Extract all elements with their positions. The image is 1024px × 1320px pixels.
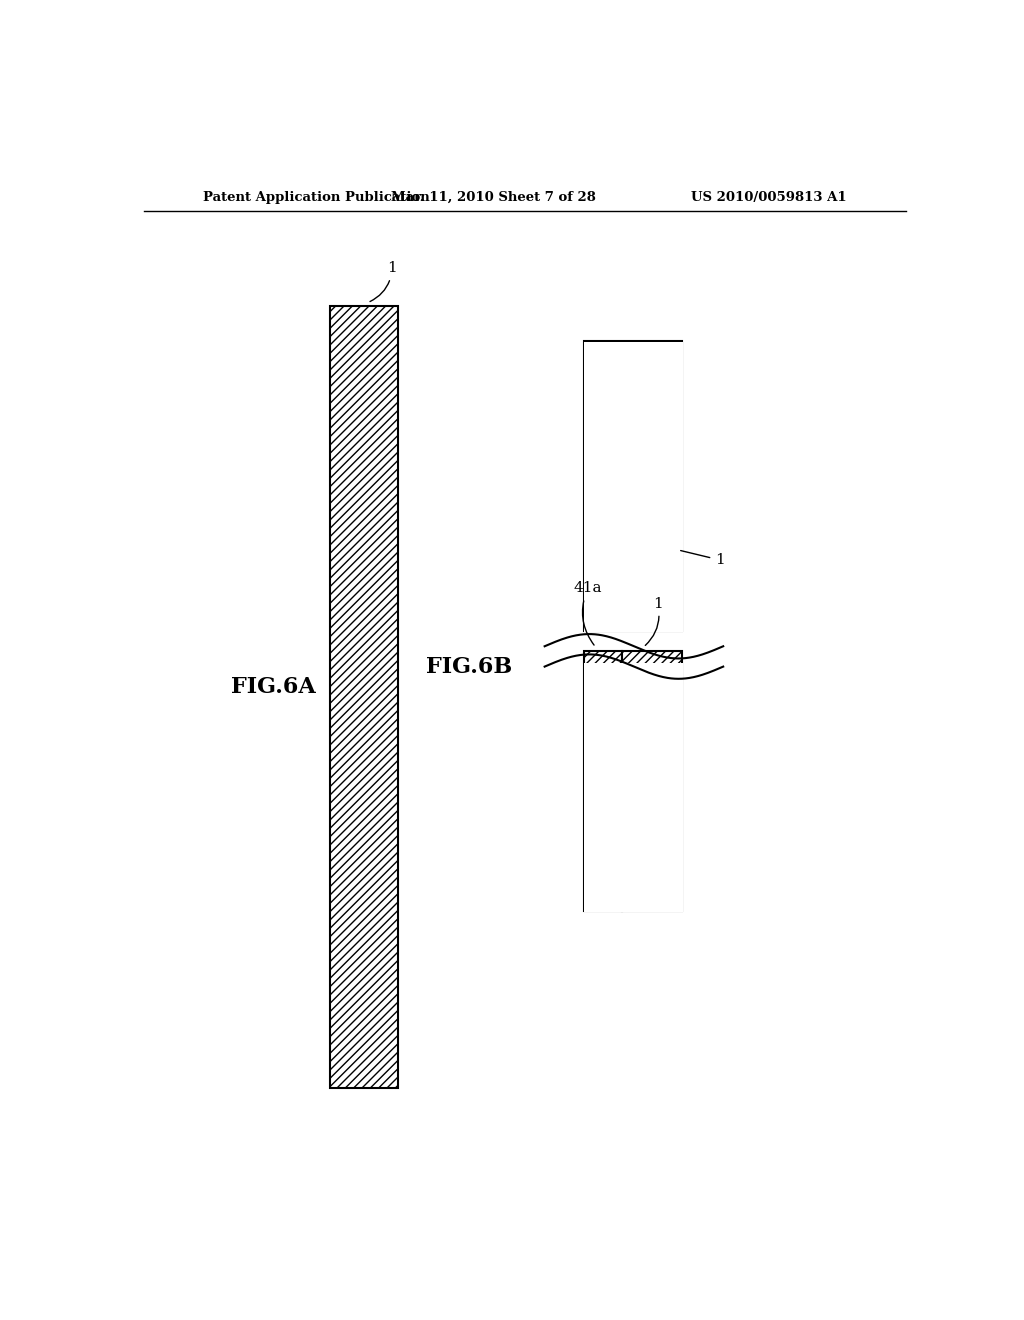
Text: US 2010/0059813 A1: US 2010/0059813 A1	[690, 190, 846, 203]
Text: 41a: 41a	[573, 581, 602, 645]
Text: Mar. 11, 2010 Sheet 7 of 28: Mar. 11, 2010 Sheet 7 of 28	[390, 190, 596, 203]
Text: FIG.6A: FIG.6A	[231, 676, 316, 698]
Text: 1: 1	[645, 597, 663, 645]
Bar	[585, 651, 623, 911]
Bar	[584, 663, 683, 912]
Text: 1: 1	[370, 261, 397, 301]
Text: 1: 1	[681, 550, 725, 568]
Text: Patent Application Publication: Patent Application Publication	[204, 190, 430, 203]
Bar	[331, 306, 398, 1089]
Bar	[585, 342, 682, 631]
Bar	[584, 342, 683, 632]
Bar	[623, 651, 682, 911]
Text: FIG.6B: FIG.6B	[426, 656, 512, 677]
